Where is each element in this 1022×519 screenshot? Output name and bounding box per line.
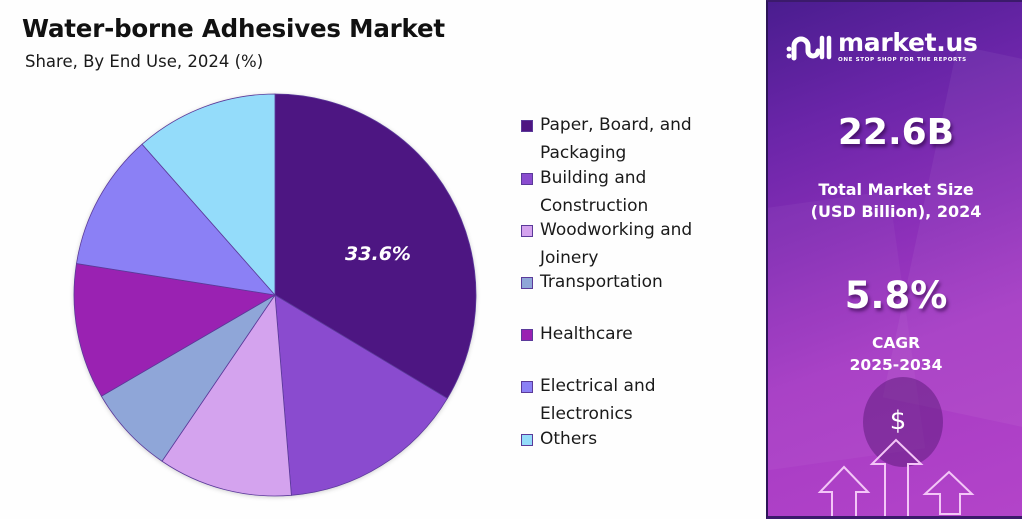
brand-logo: market.us ONE STOP SHOP FOR THE REPORTS [786,30,978,63]
legend-swatch [521,277,533,289]
legend-swatch [521,381,533,393]
pie-slice-paper-board-and-packaging [274,93,477,399]
pie-slice-electrical-and-electronics [76,143,277,296]
legend-label: Building and Construction [540,168,649,216]
pie-slice-building-and-construction [274,294,448,496]
legend-swatch [521,434,533,446]
legend-label: Woodworking and Joinery [540,220,693,268]
legend-label: Others [540,429,598,449]
legend-item-building: Building and Construction [521,166,740,220]
legend-item-woodworking: Woodworking and Joinery [521,218,740,272]
legend-swatch [521,225,533,237]
legend-item-paper: Paper, Board, and Packaging [521,113,740,167]
cagr-value: 5.8% [844,274,948,317]
chart-title: Water-borne Adhesives Market [22,14,445,43]
legend-item-others: Others [521,427,740,453]
legend-item-transportation: Transportation [521,270,740,296]
brand-name: market.us [838,28,978,57]
chart-panel: Water-borne Adhesives Market Share, By E… [22,14,740,497]
legend-swatch [521,329,533,341]
stats-panel: market.us ONE STOP SHOP FOR THE REPORTS … [766,0,1022,519]
slice-value-label: 33.6% [345,243,411,265]
legend-item-electrical: Electrical and Electronics [521,374,740,428]
pie-slice-healthcare [73,263,277,397]
market-us-logo-icon [786,35,832,60]
legend-label: Healthcare [540,324,633,344]
growth-arrows-icon: $ [817,406,975,516]
brand-tagline: ONE STOP SHOP FOR THE REPORTS [838,57,967,63]
legend-label: Electrical and Electronics [540,376,656,424]
pie-slices [73,93,477,497]
cagr-caption: CAGR 2025-2034 [768,332,1022,376]
cagr-caption-line1: CAGR [871,334,921,352]
market-size-caption-line1: Total Market Size [818,180,974,199]
pie-slice-woodworking-and-joinery [161,293,292,497]
market-size-caption: Total Market Size (USD Billion), 2024 [768,179,1022,223]
market-size-caption-line2: (USD Billion), 2024 [810,202,982,221]
pie-chart: 33.6% [73,93,477,497]
chart-subtitle: Share, By End Use, 2024 (%) [25,52,264,71]
background-circle [863,377,943,467]
legend-label: Paper, Board, and Packaging [540,115,692,163]
legend-swatch [521,120,533,132]
cagr-caption-line2: 2025-2034 [849,356,943,374]
dollar-icon: $ [890,406,907,436]
market-size-value: 22.6B [837,112,955,153]
legend-swatch [521,173,533,185]
legend-item-healthcare: Healthcare [521,322,740,348]
pie-slice-others [141,93,276,297]
legend-label: Transportation [540,272,663,292]
